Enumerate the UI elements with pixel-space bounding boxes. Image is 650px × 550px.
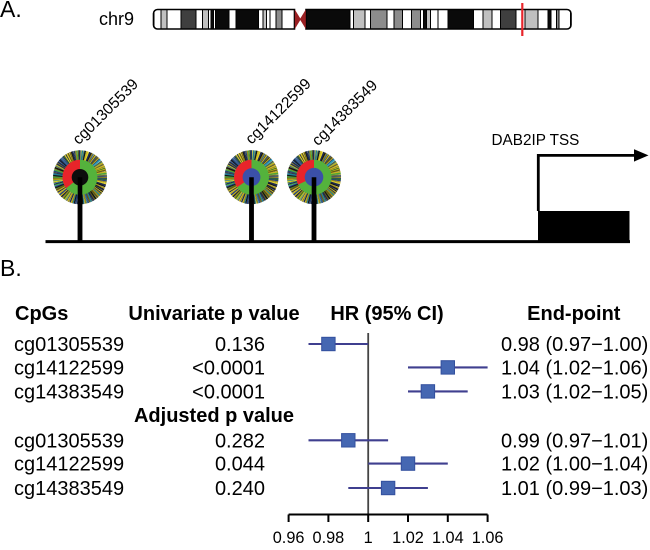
svg-text:0.136: 0.136 <box>215 334 265 356</box>
svg-text:DAB2IP TSS: DAB2IP TSS <box>492 132 580 149</box>
svg-text:CpGs: CpGs <box>15 303 68 325</box>
svg-text:1.04: 1.04 <box>432 529 464 545</box>
svg-text:1.06: 1.06 <box>472 529 504 545</box>
svg-text:0.98 (0.97−1.00): 0.98 (0.97−1.00) <box>501 334 648 356</box>
svg-text:0.99 (0.97−1.01): 0.99 (0.97−1.01) <box>501 430 648 452</box>
svg-text:1.02 (1.00−1.04): 1.02 (1.00−1.04) <box>501 454 648 476</box>
svg-text:End-point: End-point <box>527 303 621 325</box>
svg-text:HR (95% CI): HR (95% CI) <box>330 303 443 325</box>
svg-text:0.98: 0.98 <box>313 529 345 545</box>
svg-text:A.: A. <box>0 0 22 22</box>
svg-text:cg14122599: cg14122599 <box>14 454 124 476</box>
svg-text:cg01305539: cg01305539 <box>14 334 124 356</box>
svg-text:cg01305539: cg01305539 <box>14 430 124 452</box>
svg-text:0.240: 0.240 <box>215 478 265 500</box>
svg-text:0.282: 0.282 <box>215 430 265 452</box>
svg-text:1.04 (1.02−1.06): 1.04 (1.02−1.06) <box>501 358 648 380</box>
svg-text:0.044: 0.044 <box>215 454 265 476</box>
svg-text:<0.0001: <0.0001 <box>192 382 265 404</box>
svg-text:cg14383549: cg14383549 <box>14 478 124 500</box>
svg-text:cg14122599: cg14122599 <box>14 358 124 380</box>
svg-text:1.02: 1.02 <box>392 529 424 545</box>
svg-text:1: 1 <box>364 529 373 545</box>
svg-text:<0.0001: <0.0001 <box>192 358 265 380</box>
svg-text:1.03 (1.02−1.05): 1.03 (1.02−1.05) <box>501 382 648 404</box>
svg-text:cg14383549: cg14383549 <box>14 382 124 404</box>
svg-text:0.96: 0.96 <box>273 529 305 545</box>
svg-text:chr9: chr9 <box>99 9 134 29</box>
svg-text:1.01 (0.99−1.03): 1.01 (0.99−1.03) <box>501 478 648 500</box>
svg-text:Univariate p value: Univariate p value <box>128 303 299 325</box>
svg-text:Adjusted p value: Adjusted p value <box>134 405 294 427</box>
svg-text:B.: B. <box>0 255 22 281</box>
